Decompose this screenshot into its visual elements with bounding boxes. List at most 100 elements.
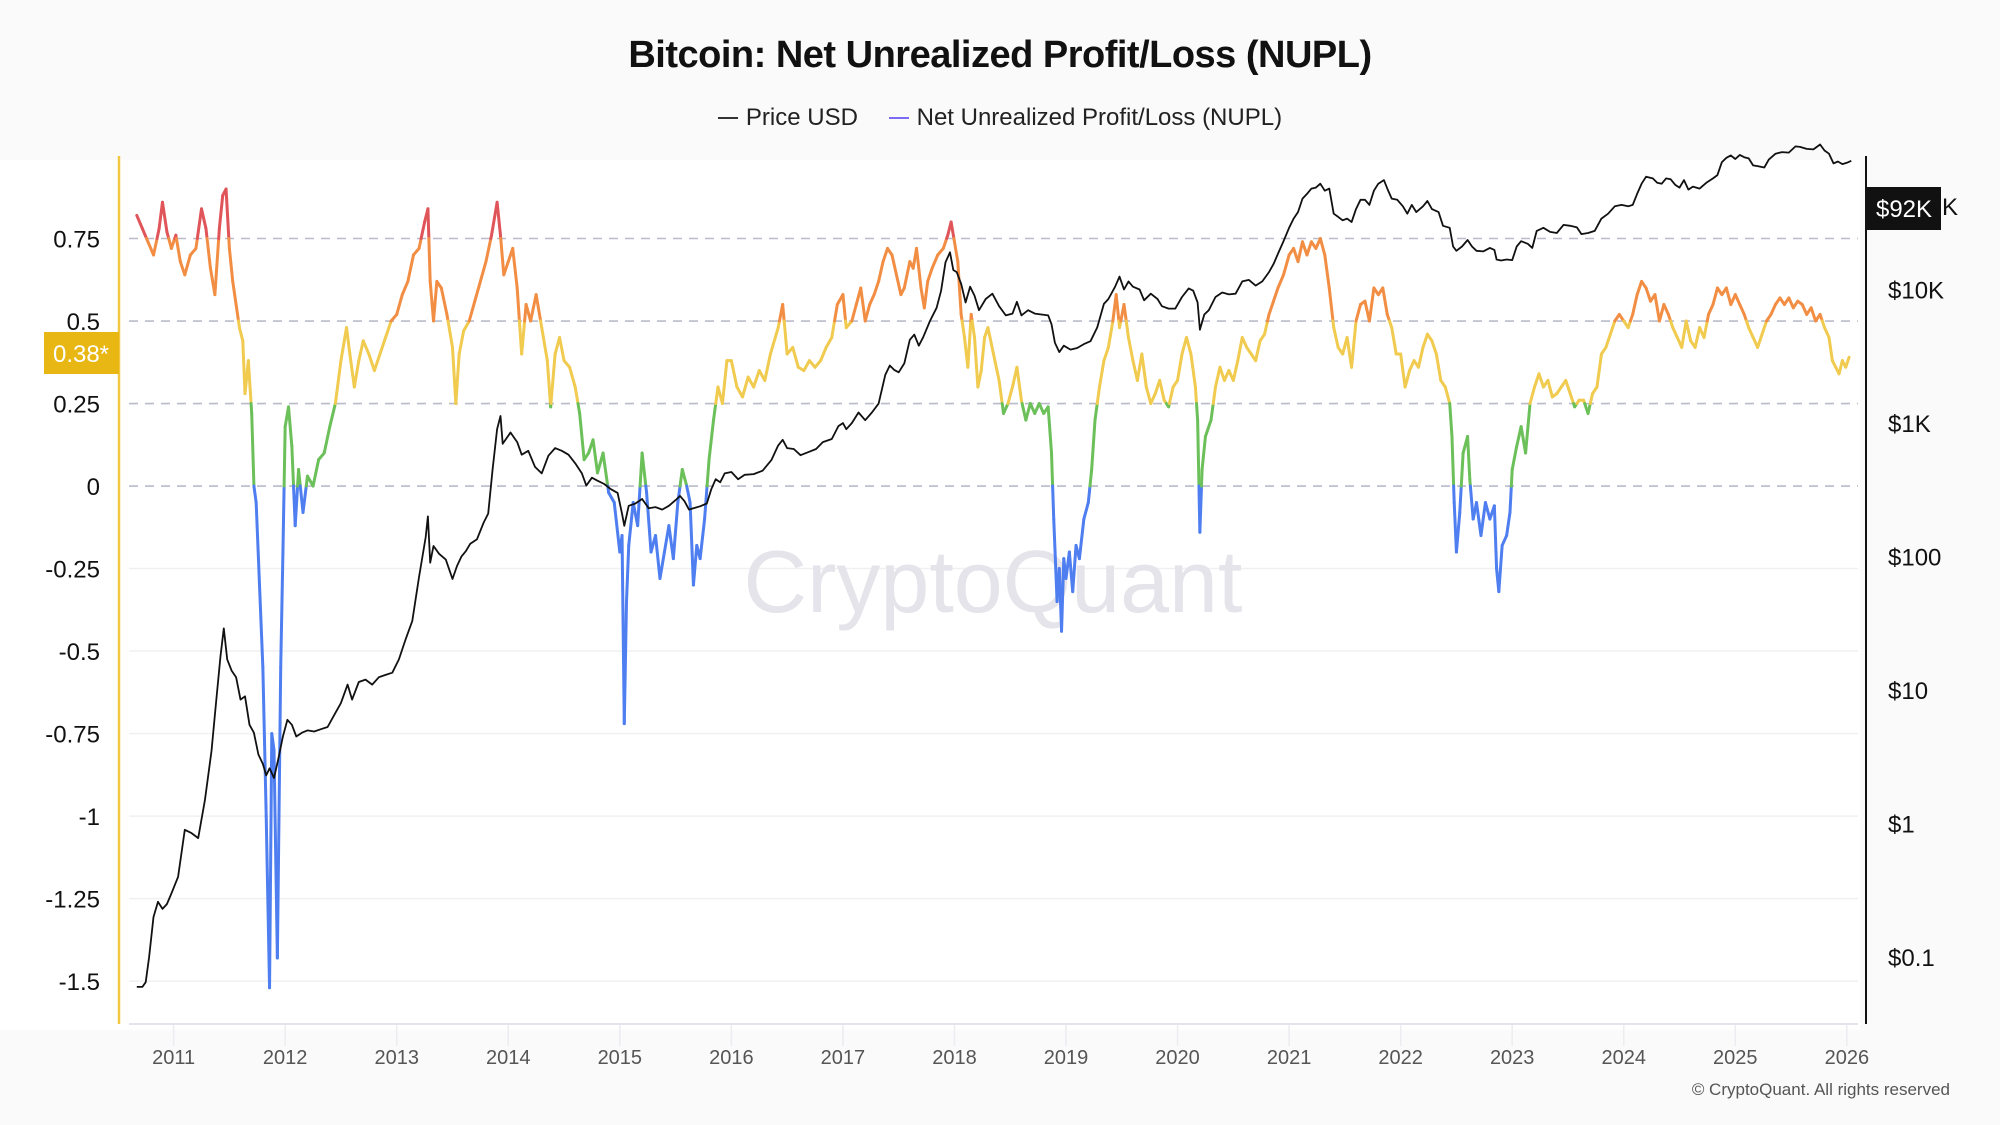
nupl-segment — [1509, 468, 1514, 488]
nupl-segment — [217, 194, 225, 231]
nupl-segment — [1479, 501, 1487, 538]
nupl-segment — [417, 237, 423, 250]
nupl-segment — [1430, 339, 1438, 356]
nupl-segment — [1218, 365, 1226, 382]
nupl-segment — [1662, 303, 1670, 316]
nupl-segment — [426, 207, 431, 241]
nupl-segment — [1263, 319, 1270, 336]
nupl-segment — [529, 293, 538, 323]
legend-item-price[interactable]: Price USD — [717, 104, 858, 132]
nupl-segment — [1086, 484, 1092, 505]
nupl-segment — [478, 260, 488, 283]
nupl-segment — [473, 279, 482, 303]
nupl-segment — [169, 237, 177, 250]
nupl-segment — [454, 352, 461, 406]
nupl-segment — [1595, 352, 1603, 389]
nupl-segment — [372, 352, 382, 373]
nupl-segment — [357, 339, 365, 363]
nupl-segment — [213, 237, 221, 297]
nupl-segment — [227, 246, 235, 283]
nupl-segment — [540, 326, 549, 363]
nupl-segment — [457, 329, 466, 356]
nupl-segment — [339, 326, 349, 363]
nupl-segment — [1305, 240, 1313, 257]
nupl-segment — [204, 227, 209, 241]
left-tick-label: 0.75 — [53, 227, 100, 254]
nupl-segment — [712, 402, 718, 422]
nupl-segment — [1416, 345, 1425, 369]
nupl-segment — [752, 369, 761, 389]
x-tick-label: 2022 — [1378, 1047, 1423, 1069]
nupl-segment — [270, 732, 276, 752]
nupl-segment — [1071, 543, 1078, 594]
nupl-segment — [499, 237, 506, 277]
x-tick-label: 2021 — [1267, 1047, 1312, 1069]
nupl-segment — [1684, 319, 1693, 343]
nupl-segment — [281, 484, 286, 554]
nupl-segment — [361, 339, 371, 356]
x-tick-label: 2011 — [152, 1047, 195, 1069]
nupl-segment — [1707, 303, 1715, 316]
nupl-segment — [1090, 418, 1097, 472]
nupl-segment — [1350, 319, 1358, 369]
nupl-segment — [484, 237, 493, 264]
nupl-segment — [1236, 336, 1244, 363]
nupl-segment — [328, 402, 337, 429]
nupl-segment — [511, 246, 519, 290]
nupl-segment — [462, 319, 471, 333]
nupl-segment — [894, 273, 903, 297]
nupl-segment — [160, 200, 169, 234]
nupl-segment — [1608, 319, 1617, 336]
nupl-segment — [1483, 501, 1492, 521]
nupl-segment — [658, 550, 666, 580]
nupl-segment — [976, 369, 983, 389]
x-tick-label: 2020 — [1155, 1047, 1200, 1069]
nupl-segment — [1458, 484, 1463, 514]
nupl-segment — [1211, 385, 1217, 406]
nupl-segment — [645, 491, 653, 554]
nupl-segment — [558, 336, 566, 363]
nupl-segment — [578, 411, 586, 462]
nupl-segment — [707, 418, 716, 462]
right-tick-label: $1 — [1888, 812, 1915, 839]
price-series — [136, 143, 1852, 988]
nupl-segment — [1122, 303, 1128, 323]
nupl-segment — [1724, 286, 1733, 307]
nupl-segment — [1546, 378, 1554, 399]
legend-item-nupl[interactable]: Net Unrealized Profit/Loss (NUPL) — [888, 104, 1282, 132]
nupl-segment — [576, 402, 582, 415]
left-tick-label: -1.25 — [45, 887, 100, 914]
nupl-segment — [194, 237, 199, 250]
nupl-segment — [1468, 484, 1475, 521]
nupl-segment — [926, 266, 934, 283]
nupl-segment — [301, 484, 308, 514]
right-tick-label: $100 — [1888, 545, 1941, 572]
left-tick-label: 0.5 — [67, 309, 100, 336]
nupl-segment — [1787, 296, 1795, 310]
left-tick-label: -1 — [79, 804, 100, 831]
nupl-segment — [1390, 326, 1398, 356]
nupl-segment — [1408, 359, 1416, 373]
nupl-segment — [802, 359, 811, 373]
nupl-segment — [1200, 435, 1207, 472]
nupl-segment — [384, 319, 393, 340]
nupl-segment — [224, 187, 231, 241]
nupl-segment — [1046, 405, 1054, 455]
nupl-segment — [1733, 293, 1742, 307]
nupl-segment — [1367, 286, 1376, 323]
nupl-segment — [1492, 504, 1499, 571]
nupl-segment — [1564, 378, 1572, 396]
nupl-segment — [1823, 326, 1831, 340]
nupl-segment — [1403, 369, 1412, 389]
nupl-segment — [515, 286, 521, 323]
nupl-segment — [1006, 385, 1014, 406]
nupl-current-badge: 0.38* — [44, 332, 119, 374]
nupl-segment — [1318, 237, 1327, 257]
nupl-segment — [890, 253, 898, 277]
nupl-segment — [217, 227, 221, 241]
nupl-segment — [625, 543, 631, 604]
nupl-segment — [591, 438, 600, 475]
nupl-segment — [1198, 484, 1204, 534]
x-tick-label: 2012 — [263, 1047, 308, 1069]
right-tick-label: $1K — [1888, 411, 1931, 438]
